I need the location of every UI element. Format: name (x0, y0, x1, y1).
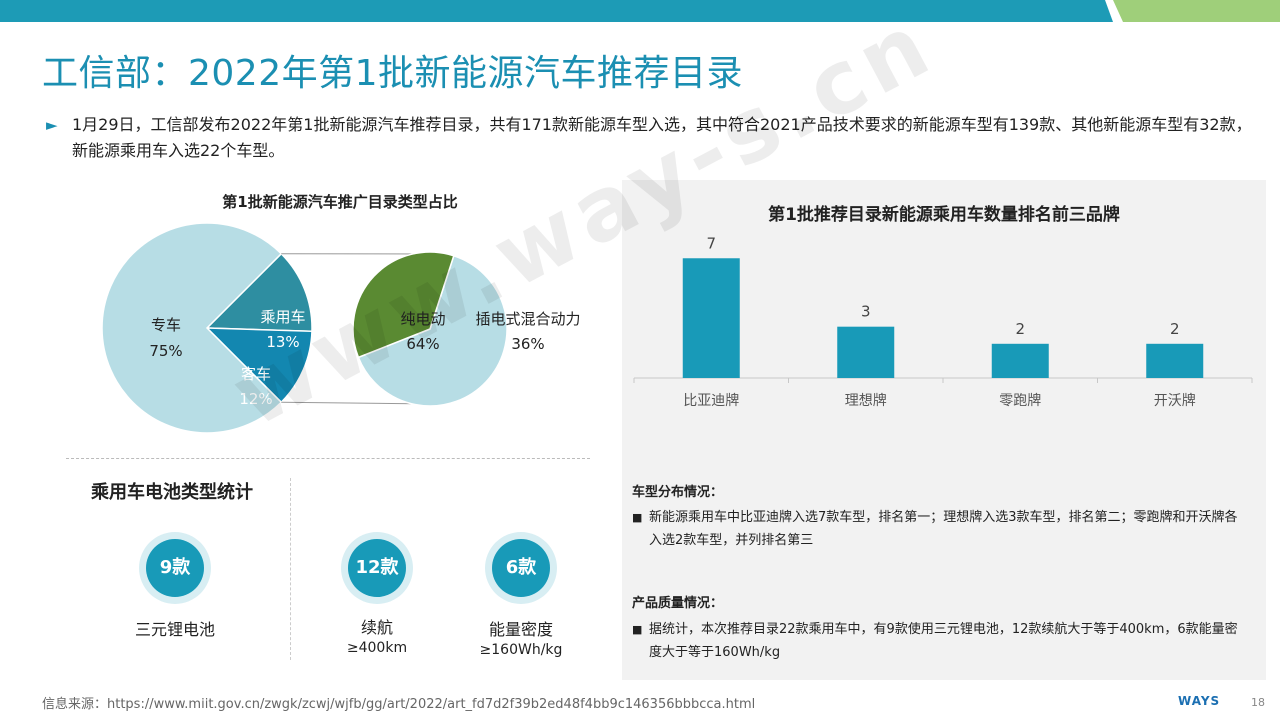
battery-stat-value: 9款 (146, 539, 204, 597)
bar (682, 258, 740, 378)
battery-stat-label-main: 三元锂电池 (134, 620, 215, 639)
page-title: 工信部：2022年第1批新能源汽车推荐目录 (42, 53, 744, 94)
battery-stat-label-main: 续航 (360, 618, 393, 637)
pie-slice-value: 36% (511, 335, 544, 353)
battery-stat-label: 续航 ≥400km (317, 617, 437, 659)
top-banner (0, 0, 1280, 22)
square-bullet-icon: ■ (632, 623, 643, 636)
pie-slice-label: 客车 (241, 365, 271, 383)
pie-slice-label: 插电式混合动力 (475, 310, 580, 328)
battery-stat-label: 三元锂电池 (115, 619, 235, 640)
battery-stat-circle: 12款 (341, 532, 413, 604)
source-footnote: 信息来源：https://www.miit.gov.cn/zwgk/zcwj/w… (42, 697, 756, 712)
bar-value-label: 7 (706, 234, 716, 252)
battery-stat-label-main: 能量密度 (488, 620, 553, 639)
pie-slice (205, 252, 313, 333)
x-tick-label: 比亚迪牌 (683, 392, 739, 409)
pie-slice-label: 乘用车 (260, 308, 305, 326)
section-heading: 车型分布情况： (632, 485, 724, 500)
pie-slice (205, 327, 313, 404)
battery-stat-label-sub: ≥160Wh/kg (479, 642, 563, 658)
section-heading: 产品质量情况： (632, 596, 724, 611)
battery-stat-label: 能量密度 ≥160Wh/kg (456, 619, 586, 661)
section-text: 据统计，本次推荐目录22款乘用车中，有9款使用三元锂电池，12款续航大于等于40… (649, 622, 1238, 660)
battery-stat-circle: 6款 (485, 532, 557, 604)
section-body: ■ 据统计，本次推荐目录22款乘用车中，有9款使用三元锂电池，12款续航大于等于… (632, 618, 1242, 666)
section-text: 新能源乘用车中比亚迪牌入选7款车型，排名第一；理想牌入选3款车型，排名第二；零跑… (649, 510, 1238, 548)
x-tick-label: 理想牌 (845, 392, 887, 409)
battery-section-title: 乘用车电池类型统计 (91, 482, 253, 503)
battery-stat-label-sub: ≥400km (346, 640, 408, 656)
pie-slice-value: 75% (149, 342, 182, 360)
pie-slice (357, 254, 508, 407)
pie-slice-label: 纯电动 (400, 310, 445, 328)
pie-chart-title: 第1批新能源汽车推广目录类型占比 (222, 193, 458, 211)
battery-stat-circle: 9款 (139, 532, 211, 604)
summary-text: 1月29日，工信部发布2022年第1批新能源汽车推荐目录，共有171款新能源车型… (72, 115, 1252, 160)
divider-vertical (290, 478, 291, 660)
bar-chart-title: 第1批推荐目录新能源乘用车数量排名前三品牌 (768, 205, 1120, 225)
pie-slice (101, 222, 283, 434)
pie-slice-value: 64% (406, 335, 439, 353)
pie-slice-value: 13% (266, 333, 299, 351)
pie-slice (352, 251, 455, 359)
bar (1146, 343, 1204, 378)
triangle-bullet-icon: ► (46, 116, 58, 134)
battery-stat-value: 6款 (492, 539, 550, 597)
section-body: ■ 新能源乘用车中比亚迪牌入选7款车型，排名第一；理想牌入选3款车型，排名第二；… (632, 506, 1242, 554)
bar-value-label: 2 (1015, 320, 1025, 338)
x-tick-label: 开沃牌 (1154, 392, 1196, 409)
pie-slice-label: 专车 (151, 316, 181, 334)
pie-of-pie-chart: 专车 75% 乘用车 13% 客车 12% 纯电动 64% 插电式混合动力 36% (101, 222, 581, 434)
bar-value-label: 3 (861, 303, 871, 321)
x-tick-label: 零跑牌 (999, 392, 1041, 409)
bar (991, 343, 1049, 378)
battery-stat-value: 12款 (348, 539, 406, 597)
divider-horizontal (66, 458, 590, 459)
pie-slice-value: 12% (239, 390, 272, 408)
company-logo: WAYS (1178, 694, 1221, 708)
bar-chart: 7 比亚迪牌 3 理想牌 2 零跑牌 2 开沃牌 (633, 234, 1253, 409)
bar (837, 326, 895, 378)
bar-value-label: 2 (1170, 320, 1180, 338)
page-number: 18 (1251, 696, 1265, 709)
square-bullet-icon: ■ (632, 511, 643, 524)
